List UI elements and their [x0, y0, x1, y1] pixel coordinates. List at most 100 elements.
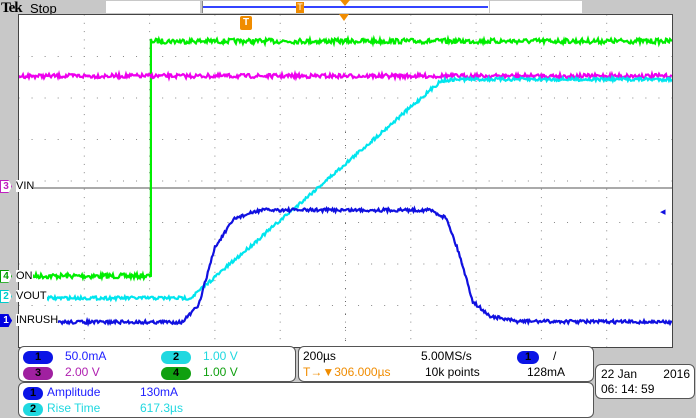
channel-1-scale[interactable]: 1 50.0mA: [23, 349, 106, 364]
grid-dot: [553, 263, 555, 265]
grid-dot: [488, 97, 490, 99]
grid-dot: [70, 305, 72, 306]
grid-dot: [279, 163, 281, 165]
grid-dot: [475, 246, 477, 248]
grid-dot: [214, 230, 216, 232]
grid-dot: [31, 263, 33, 265]
grid-dot: [358, 139, 360, 140]
grid-dot: [345, 280, 346, 282]
grid-dot: [475, 147, 477, 149]
grid-dot: [593, 97, 595, 99]
grid-dot: [19, 139, 20, 140]
grid-dot: [279, 147, 281, 149]
grid-dot: [253, 305, 255, 306]
grid-dot: [345, 80, 346, 82]
ground-marker-vin[interactable]: 3 VIN: [0, 180, 35, 194]
grid-dot: [384, 305, 386, 306]
measurement-amplitude[interactable]: 1 Amplitude 130mA: [23, 385, 178, 400]
grid-dot: [410, 271, 412, 273]
channel-3-scale[interactable]: 3 2.00 V: [23, 365, 100, 380]
grid-dot: [149, 22, 151, 24]
grid-dot: [475, 80, 477, 82]
trigger-level-icon[interactable]: ◂: [660, 206, 666, 218]
grid-dot: [83, 288, 85, 290]
grid-dot: [214, 238, 216, 240]
grid-dot: [149, 246, 151, 248]
channel-scale-panel: 1 50.0mA 2 1.00 V 3 2.00 V 4 1.00 V: [18, 346, 296, 382]
grid-dot: [540, 205, 542, 207]
grid-dot: [214, 329, 216, 331]
grid-dot: [567, 180, 569, 182]
grid-dot: [83, 246, 85, 248]
grid-dot: [214, 296, 216, 298]
grid-dot: [214, 130, 216, 132]
grid-dot: [279, 89, 281, 91]
grid-dot: [214, 197, 216, 199]
grid-dot: [606, 205, 608, 207]
grid-dot: [580, 97, 582, 99]
sample-rate: 5.00MS/s: [421, 349, 472, 363]
grid-dot: [96, 56, 98, 57]
grid-dot: [410, 255, 412, 257]
grid-dot: [83, 122, 85, 124]
channel-4-scale[interactable]: 4 1.00 V: [161, 365, 238, 380]
grid-dot: [345, 188, 346, 190]
grid-dot: [410, 80, 412, 82]
grid-dot: [371, 97, 373, 99]
grid-dot: [462, 180, 464, 182]
grid-dot: [371, 180, 373, 182]
grid-dot: [279, 338, 281, 340]
channel-2-scale[interactable]: 2 1.00 V: [161, 349, 238, 364]
grid-dot: [345, 205, 346, 207]
grid-dot: [540, 139, 542, 140]
grid-dot: [593, 56, 595, 57]
trigger-position-icon[interactable]: T: [240, 16, 252, 30]
grid-dot: [214, 122, 216, 124]
grid-dot: [540, 246, 542, 248]
horizontal-position-icon[interactable]: [339, 14, 349, 21]
grid-dot: [475, 188, 477, 190]
grid-dot: [83, 97, 85, 99]
grid-dot: [410, 313, 412, 315]
grid-dot: [410, 114, 412, 116]
grid-dot: [149, 47, 151, 49]
grid-dot: [188, 97, 190, 99]
grid-dot: [149, 64, 151, 66]
grid-dot: [410, 72, 412, 74]
grid-dot: [279, 155, 281, 157]
ground-marker-inrush[interactable]: 1 INRUSH: [0, 314, 59, 328]
waveform-display[interactable]: [18, 14, 673, 348]
grid-dot: [83, 163, 85, 165]
grid-dot: [632, 97, 634, 99]
measurement-rise-time[interactable]: 2 Rise Time 617.3µs: [23, 401, 183, 416]
grid-dot: [619, 139, 621, 140]
grid-dot: [540, 147, 542, 149]
grid-dot: [83, 56, 85, 57]
grid-dot: [410, 188, 412, 190]
grid-dot: [31, 56, 33, 57]
grid-dot: [279, 31, 281, 33]
grid-dot: [214, 222, 216, 223]
grid-dot: [606, 56, 608, 57]
grid-dot: [475, 39, 477, 41]
ground-marker-on[interactable]: 4 ON: [0, 269, 33, 283]
grid-dot: [345, 114, 346, 116]
record-trigger-icon: T: [296, 2, 304, 13]
grid-dot: [83, 197, 85, 199]
ground-marker-vout[interactable]: 2 VOUT: [0, 290, 47, 304]
timebase-panel[interactable]: 200µs 5.00MS/s 1/ T→▼306.000µs 10k point…: [298, 346, 594, 382]
grid-dot: [318, 305, 320, 306]
grid-dot: [475, 22, 477, 24]
ch3-magenta-trace: [19, 69, 672, 82]
grid-dot: [606, 147, 608, 149]
record-view-window: [203, 6, 488, 8]
grid-dot: [475, 329, 477, 331]
grid-dot: [475, 64, 477, 66]
grid-dot: [410, 89, 412, 91]
grid-dot: [632, 263, 634, 265]
grid-dot: [658, 139, 660, 140]
grid-dot: [358, 56, 360, 57]
grid-dot: [410, 64, 412, 66]
grid-dot: [540, 122, 542, 124]
grid-dot: [345, 47, 346, 49]
